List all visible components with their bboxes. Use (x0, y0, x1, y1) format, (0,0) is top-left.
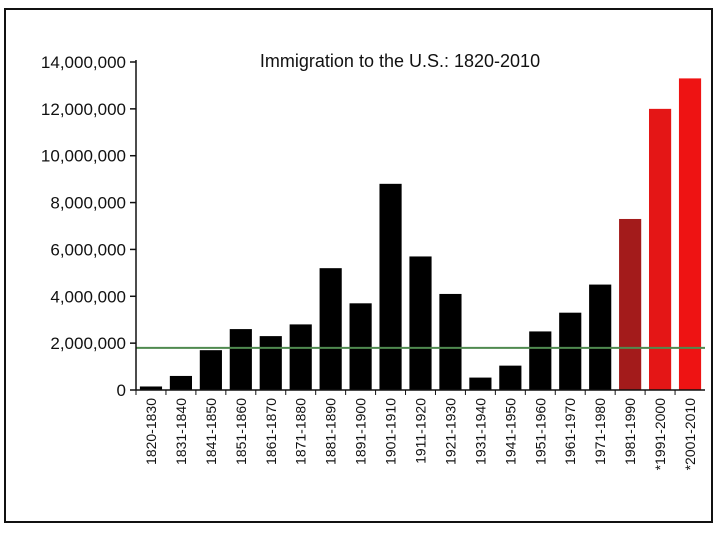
bar-1931-1940 (469, 377, 492, 390)
y-tick-label: 0 (117, 381, 126, 400)
bar-1831-1840 (169, 375, 193, 390)
x-axis-labels: 1820-1830 1831-1840 1841-1850 1851-1860 1861… (135, 390, 698, 471)
x-tick-label: 1841-1850 (203, 398, 219, 465)
bar-1820-1830 (139, 386, 163, 390)
bar-1871-1880 (289, 324, 312, 390)
x-tick-label: 1921-1930 (442, 398, 458, 465)
x-tick-label: 1951-1960 (532, 398, 548, 465)
x-tick-label: 1820-1830 (143, 398, 159, 465)
chart-frame (4, 8, 713, 523)
bar-1881-1890 (319, 268, 342, 390)
x-tick-label: 1891-1900 (353, 398, 369, 465)
x-tick-label: 1961-1970 (562, 398, 578, 465)
y-tick-label: 8,000,000 (50, 194, 126, 213)
x-tick-label: 1881-1890 (323, 398, 339, 465)
y-tick-label: 4,000,000 (50, 287, 126, 306)
bar-1891-1900 (349, 303, 372, 390)
y-axis: 0 2,000,000 4,000,000 6,000,000 8,000,000 10,… (41, 53, 136, 400)
bar-1991-2000 (648, 108, 672, 390)
x-tick-label: *2001-2010 (682, 398, 698, 471)
bar-1841-1850 (199, 350, 222, 390)
x-tick-label: 1931-1940 (472, 398, 488, 465)
x-tick-label: 1981-1990 (622, 398, 638, 465)
bar-1861-1870 (259, 336, 282, 390)
bar-1901-1910 (379, 183, 402, 390)
x-tick-label: 1851-1860 (233, 398, 249, 465)
bar-1851-1860 (229, 329, 252, 390)
bar-1971-1980 (589, 284, 612, 390)
x-tick-label: *1991-2000 (652, 398, 668, 471)
bar-1921-1930 (439, 293, 462, 390)
bar-1951-1960 (529, 331, 552, 390)
bar-1961-1970 (559, 312, 582, 390)
bar-2001-2010 (678, 78, 702, 391)
y-tick-label: 14,000,000 (41, 53, 126, 72)
y-tick-label: 2,000,000 (50, 334, 126, 353)
x-tick-label: 1831-1840 (173, 398, 189, 465)
y-tick-label: 12,000,000 (41, 100, 126, 119)
y-tick-label: 6,000,000 (50, 240, 126, 259)
x-tick-label: 1941-1950 (502, 398, 518, 465)
bar-1941-1950 (499, 365, 522, 390)
x-tick-label: 1861-1870 (263, 398, 279, 465)
x-tick-label: 1871-1880 (293, 398, 309, 465)
bar-1911-1920 (409, 256, 432, 390)
axes-group (135, 60, 705, 391)
x-tick-label: 1901-1910 (383, 398, 399, 465)
bars-group (139, 78, 702, 391)
x-tick-label: 1971-1980 (592, 398, 608, 465)
chart-title: Immigration to the U.S.: 1820-2010 (260, 51, 540, 71)
x-tick-label: 1911-1920 (413, 398, 429, 464)
y-tick-label: 10,000,000 (41, 147, 126, 166)
bar-1981-1990 (619, 218, 642, 390)
